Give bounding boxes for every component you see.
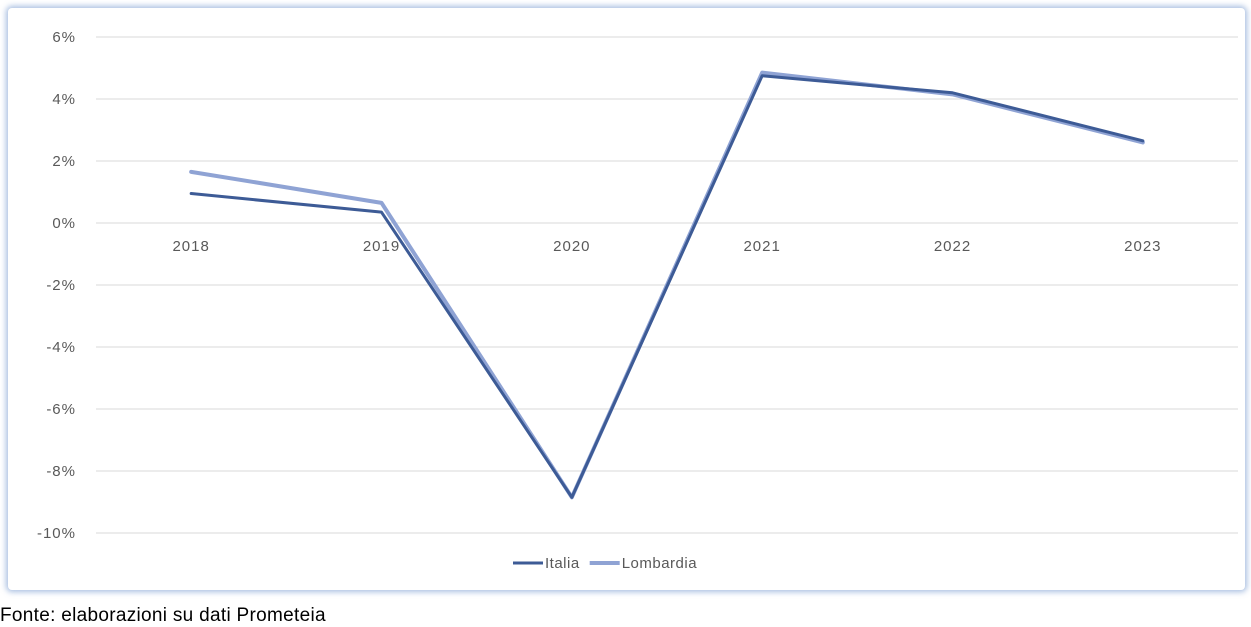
x-axis-tick-labels: 2018 2019 2020 2021 2022 2023 — [172, 238, 1161, 255]
y-tick-label: -8% — [46, 463, 76, 480]
y-axis-tick-labels: 6% 4% 2% 0% -2% -4% -6% -8% -10% — [37, 29, 76, 542]
x-tick-label: 2023 — [1124, 238, 1161, 255]
y-tick-label: -6% — [46, 401, 76, 418]
y-tick-label: 0% — [52, 215, 76, 232]
x-tick-label: 2020 — [553, 238, 590, 255]
x-tick-label: 2021 — [743, 238, 780, 255]
line-chart: 6% 4% 2% 0% -2% -4% -6% -8% -10% 2018 2019 2020 202… — [37, 29, 1238, 572]
source-note: Fonte: elaborazioni su dati Prometeia — [0, 605, 326, 626]
legend-label-lombardia: Lombardia — [622, 555, 698, 572]
y-tick-label: -4% — [46, 339, 76, 356]
y-tick-label: -2% — [46, 277, 76, 294]
x-tick-label: 2022 — [934, 238, 971, 255]
chart-panel: 6% 4% 2% 0% -2% -4% -6% -8% -10% 2018 2019 2020 202… — [8, 8, 1245, 590]
x-tick-label: 2018 — [172, 238, 209, 255]
y-tick-label: 6% — [52, 29, 76, 46]
y-tick-label: -10% — [37, 525, 76, 542]
legend: Italia Lombardia — [513, 555, 697, 572]
series-line-italia — [189, 74, 1145, 499]
legend-label-italia: Italia — [545, 555, 580, 572]
x-tick-label: 2019 — [363, 238, 400, 255]
y-tick-label: 4% — [52, 91, 76, 108]
series-lines — [189, 70, 1145, 500]
y-tick-label: 2% — [52, 153, 76, 170]
